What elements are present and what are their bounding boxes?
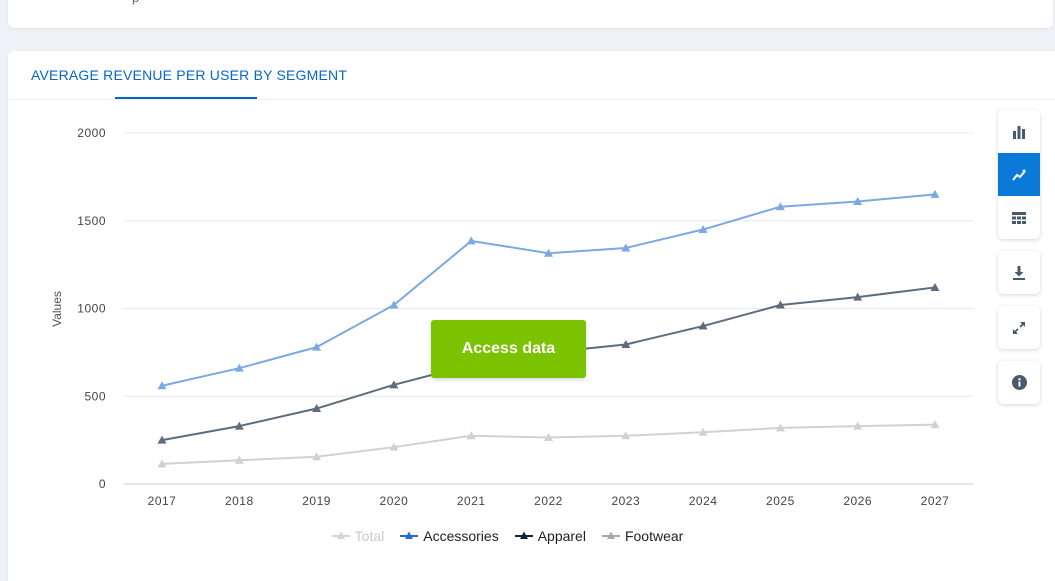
legend-label: Apparel bbox=[537, 528, 586, 544]
data-point-footwear bbox=[853, 421, 863, 430]
legend-item-total[interactable]: Total bbox=[331, 528, 385, 544]
x-tick-label: 2024 bbox=[689, 494, 718, 508]
bar-chart-icon bbox=[1013, 125, 1025, 139]
fullscreen-button[interactable] bbox=[998, 306, 1040, 349]
data-point-accessories bbox=[698, 225, 708, 234]
table-icon bbox=[1012, 211, 1026, 224]
data-point-apparel bbox=[775, 300, 785, 309]
legend-label: Total bbox=[354, 528, 385, 544]
data-point-apparel bbox=[389, 380, 399, 389]
data-point-footwear bbox=[157, 459, 167, 468]
info-button[interactable] bbox=[998, 361, 1040, 404]
line-chart-button[interactable] bbox=[998, 153, 1040, 196]
x-tick-label: 2018 bbox=[225, 494, 254, 508]
x-tick-label: 2025 bbox=[766, 494, 795, 508]
data-point-footwear bbox=[621, 431, 631, 440]
y-tick-label: 2000 bbox=[77, 126, 106, 140]
chart-type-group bbox=[998, 110, 1040, 239]
table-button[interactable] bbox=[998, 196, 1040, 239]
data-point-accessories bbox=[853, 196, 863, 205]
legend-item-footwear[interactable]: Footwear bbox=[601, 528, 684, 544]
data-point-footwear bbox=[775, 423, 785, 432]
x-tick-label: 2027 bbox=[921, 494, 950, 508]
legend-label: Footwear bbox=[624, 528, 684, 544]
series-line-footwear bbox=[161, 423, 936, 465]
x-tick-label: 2021 bbox=[457, 494, 486, 508]
y-tick-label: 0 bbox=[99, 477, 106, 491]
line-chart: 0 500 1000 1500 2000 2017 2018 2019 2020 2021 2022… bbox=[50, 126, 974, 508]
data-point-footwear bbox=[389, 442, 399, 451]
data-point-apparel bbox=[621, 339, 631, 348]
data-point-accessories bbox=[234, 363, 244, 372]
previous-card-text: p bbox=[132, 0, 139, 5]
fullscreen-icon bbox=[1013, 321, 1025, 334]
legend-marker-icon bbox=[514, 531, 533, 539]
x-tick-label: 2017 bbox=[148, 494, 177, 508]
info-icon bbox=[1011, 375, 1027, 390]
card-header: AVERAGE REVENUE PER USER BY SEGMENT bbox=[8, 51, 1055, 100]
data-point-accessories bbox=[312, 342, 322, 351]
y-axis-title: Values bbox=[50, 291, 64, 327]
data-point-footwear bbox=[698, 427, 708, 436]
data-point-footwear bbox=[466, 431, 476, 440]
data-point-apparel bbox=[234, 421, 244, 430]
data-point-accessories bbox=[621, 243, 631, 252]
x-tick-label: 2026 bbox=[843, 494, 872, 508]
fullscreen-group bbox=[998, 306, 1040, 349]
data-point-apparel bbox=[853, 292, 863, 301]
chart-tab-title[interactable]: AVERAGE REVENUE PER USER BY SEGMENT bbox=[31, 67, 348, 83]
line-chart-icon bbox=[1012, 169, 1026, 181]
x-tick-label: 2020 bbox=[380, 494, 409, 508]
legend-marker-icon bbox=[400, 531, 419, 539]
legend-item-accessories[interactable]: Accessories bbox=[400, 528, 499, 544]
info-group bbox=[998, 361, 1040, 404]
download-button[interactable] bbox=[998, 251, 1040, 294]
previous-card: p bbox=[8, 0, 1053, 28]
legend-marker-icon bbox=[601, 531, 620, 539]
data-point-accessories bbox=[157, 381, 167, 390]
download-icon bbox=[1013, 265, 1025, 280]
data-point-apparel bbox=[930, 282, 940, 291]
active-tab-underline bbox=[115, 97, 257, 99]
y-tick-label: 1500 bbox=[77, 214, 106, 228]
legend-item-apparel[interactable]: Apparel bbox=[514, 528, 586, 544]
legend-label: Accessories bbox=[423, 528, 499, 544]
data-point-accessories bbox=[466, 236, 476, 245]
chart-toolbar bbox=[998, 110, 1040, 416]
data-point-apparel bbox=[157, 435, 167, 444]
data-point-accessories bbox=[544, 248, 553, 257]
data-point-apparel bbox=[312, 404, 322, 413]
x-tick-label: 2022 bbox=[534, 494, 563, 508]
x-tick-label: 2023 bbox=[611, 494, 640, 508]
data-point-accessories bbox=[389, 300, 399, 309]
data-point-accessories bbox=[775, 202, 785, 211]
y-tick-label: 500 bbox=[84, 389, 106, 403]
legend-marker-icon bbox=[331, 531, 350, 539]
access-data-button[interactable]: Access data bbox=[431, 320, 586, 378]
data-point-footwear bbox=[234, 455, 244, 464]
data-point-accessories bbox=[930, 189, 940, 198]
data-point-apparel bbox=[698, 321, 708, 330]
y-tick-label: 1000 bbox=[77, 302, 106, 316]
chart-card: AVERAGE REVENUE PER USER BY SEGMENT bbox=[8, 51, 1055, 581]
download-group bbox=[998, 251, 1040, 294]
chart-legend: Total Accessories Apparel Footwear bbox=[0, 528, 1015, 544]
data-point-footwear bbox=[930, 420, 940, 429]
x-tick-label: 2019 bbox=[302, 494, 331, 508]
data-point-footwear bbox=[312, 452, 322, 461]
bar-chart-button[interactable] bbox=[998, 110, 1040, 153]
data-point-footwear bbox=[544, 432, 553, 441]
